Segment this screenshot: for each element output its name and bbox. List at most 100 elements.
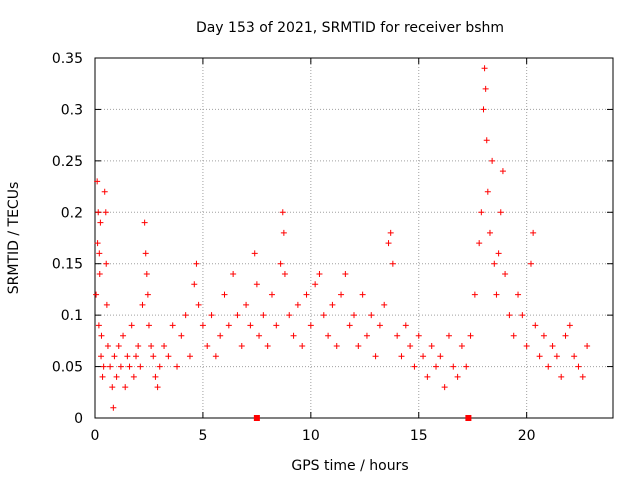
data-point xyxy=(489,157,496,164)
data-point xyxy=(398,353,405,360)
data-point xyxy=(368,312,375,319)
data-point xyxy=(402,322,409,329)
data-point xyxy=(515,291,522,298)
data-point xyxy=(101,188,108,195)
data-point xyxy=(110,404,117,411)
data-point xyxy=(100,363,107,370)
data-point xyxy=(102,209,109,216)
data-point xyxy=(407,343,414,349)
data-point xyxy=(120,332,127,339)
data-point xyxy=(143,271,150,277)
data-point xyxy=(424,373,431,380)
data-point xyxy=(571,353,578,360)
data-point xyxy=(137,363,144,370)
data-point xyxy=(566,322,573,329)
data-point xyxy=(182,312,189,319)
data-point xyxy=(433,363,440,370)
data-point xyxy=(126,363,133,370)
data-point xyxy=(212,353,219,360)
data-point xyxy=(94,178,101,185)
x-tick-label: 5 xyxy=(198,428,207,444)
data-point xyxy=(193,260,200,267)
data-point xyxy=(243,301,250,308)
data-point xyxy=(471,291,478,298)
data-point xyxy=(234,312,241,319)
data-point xyxy=(387,229,394,236)
data-point xyxy=(290,332,297,339)
data-point xyxy=(279,209,286,216)
plot-frame xyxy=(94,57,614,419)
data-point xyxy=(510,332,517,339)
y-axis-label: SRMTID / TECUs xyxy=(6,182,22,295)
data-point xyxy=(303,291,310,298)
y-tick-label: 0.15 xyxy=(52,257,83,273)
data-point xyxy=(95,209,102,216)
data-point xyxy=(346,322,353,329)
data-point xyxy=(256,332,263,339)
data-point xyxy=(109,384,116,391)
data-point xyxy=(545,363,552,370)
data-point xyxy=(497,209,504,216)
data-point xyxy=(428,343,435,349)
data-point xyxy=(268,291,275,298)
data-point xyxy=(381,301,388,308)
data-point xyxy=(441,384,448,391)
data-point xyxy=(238,343,245,349)
data-point xyxy=(247,322,254,329)
data-point xyxy=(286,312,293,319)
y-tick-label: 0.1 xyxy=(61,308,83,324)
data-point xyxy=(186,353,193,360)
x-axis-label: GPS time / hours xyxy=(291,458,408,474)
data-point xyxy=(480,106,487,113)
data-point xyxy=(342,271,349,277)
x-tick-labels: 0 5 10 15 20 xyxy=(91,428,536,444)
x-tick-label: 0 xyxy=(91,428,100,444)
data-point xyxy=(117,363,124,370)
data-point xyxy=(230,271,237,277)
data-point xyxy=(463,363,470,370)
data-point xyxy=(312,281,319,288)
data-point xyxy=(536,353,543,360)
data-point xyxy=(99,373,106,380)
data-point xyxy=(280,229,287,236)
data-point xyxy=(133,353,140,360)
data-point xyxy=(96,250,103,257)
data-point xyxy=(506,312,513,319)
data-point xyxy=(481,65,488,72)
data-point xyxy=(191,281,198,288)
data-point xyxy=(307,322,314,329)
data-point xyxy=(253,281,260,288)
data-point xyxy=(130,373,137,380)
data-point xyxy=(95,322,102,329)
data-point xyxy=(107,363,114,370)
data-point xyxy=(495,250,502,257)
data-points xyxy=(93,65,591,411)
data-point xyxy=(519,312,526,319)
data-point xyxy=(579,373,586,380)
data-point xyxy=(217,332,224,339)
data-point xyxy=(484,188,491,195)
data-point xyxy=(454,373,461,380)
data-point xyxy=(450,363,457,370)
data-point xyxy=(128,322,135,329)
data-point xyxy=(251,250,258,257)
axis-ticks xyxy=(94,57,613,419)
data-point xyxy=(154,384,161,391)
data-point xyxy=(97,219,104,226)
data-point xyxy=(135,343,142,349)
data-point xyxy=(338,291,345,298)
y-tick-label: 0.35 xyxy=(52,51,83,67)
data-point xyxy=(355,343,362,349)
data-point xyxy=(389,260,396,267)
data-point xyxy=(553,353,560,360)
data-point xyxy=(359,291,366,298)
y-tick-label: 0 xyxy=(74,411,83,427)
data-point xyxy=(527,260,534,267)
data-point xyxy=(142,250,149,257)
data-point xyxy=(385,240,392,247)
data-point xyxy=(584,343,591,349)
data-point xyxy=(483,137,490,144)
data-point xyxy=(476,240,483,247)
data-point xyxy=(113,373,120,380)
